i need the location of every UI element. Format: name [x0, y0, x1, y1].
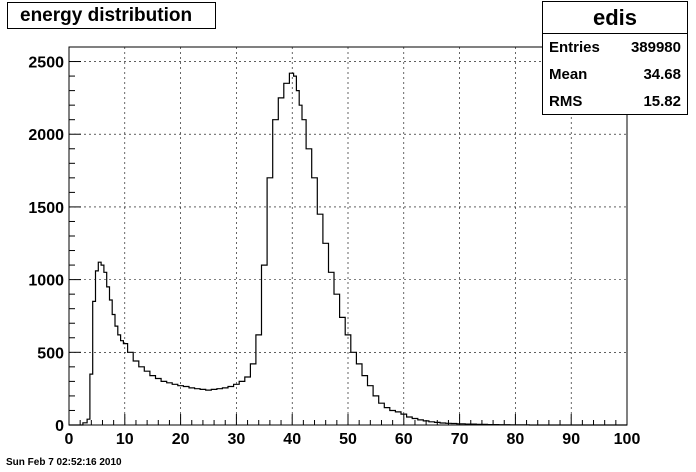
x-tick-label: 100: [614, 431, 641, 448]
y-tick-label: 2500: [28, 55, 64, 72]
stats-rms-value: 15.82: [643, 93, 681, 110]
y-tick-label: 1000: [28, 273, 64, 290]
y-tick-label: 500: [37, 345, 64, 362]
y-axis: 0 500 1000 1500 2000 2500: [28, 46, 81, 435]
stats-entries-value: 389980: [630, 39, 681, 56]
x-tick-label: 50: [339, 431, 357, 448]
stats-name: edis: [543, 2, 687, 34]
x-tick-label: 0: [65, 431, 74, 448]
x-tick-label: 60: [395, 431, 413, 448]
y-tick-label: 0: [55, 418, 64, 435]
x-tick-label: 40: [283, 431, 301, 448]
x-tick-label: 10: [116, 431, 134, 448]
stats-box: edis Entries 389980 Mean 34.68 RMS 15.82: [542, 1, 688, 115]
stats-rms-label: RMS: [549, 93, 583, 110]
x-tick-label: 30: [228, 431, 246, 448]
histogram-line: [69, 72, 627, 426]
stats-entries-label: Entries: [549, 39, 600, 56]
x-tick-label: 20: [172, 431, 190, 448]
y-tick-label: 2000: [28, 127, 64, 144]
stats-row-mean: Mean 34.68: [543, 61, 687, 88]
grid-lines: [69, 47, 627, 425]
x-tick-label: 70: [451, 431, 469, 448]
stats-row-entries: Entries 389980: [543, 34, 687, 61]
x-axis: 0 10 20 30 40 50 60 70 80 90 100: [65, 414, 641, 448]
chart-title: energy distribution: [7, 2, 216, 29]
stats-mean-value: 34.68: [643, 66, 681, 83]
stats-row-rms: RMS 15.82: [543, 88, 687, 115]
x-tick-label: 80: [507, 431, 525, 448]
x-tick-label: 90: [562, 431, 580, 448]
stats-mean-label: Mean: [549, 66, 588, 83]
datestamp: Sun Feb 7 02:52:16 2010: [6, 457, 122, 468]
y-tick-label: 1500: [28, 200, 64, 217]
